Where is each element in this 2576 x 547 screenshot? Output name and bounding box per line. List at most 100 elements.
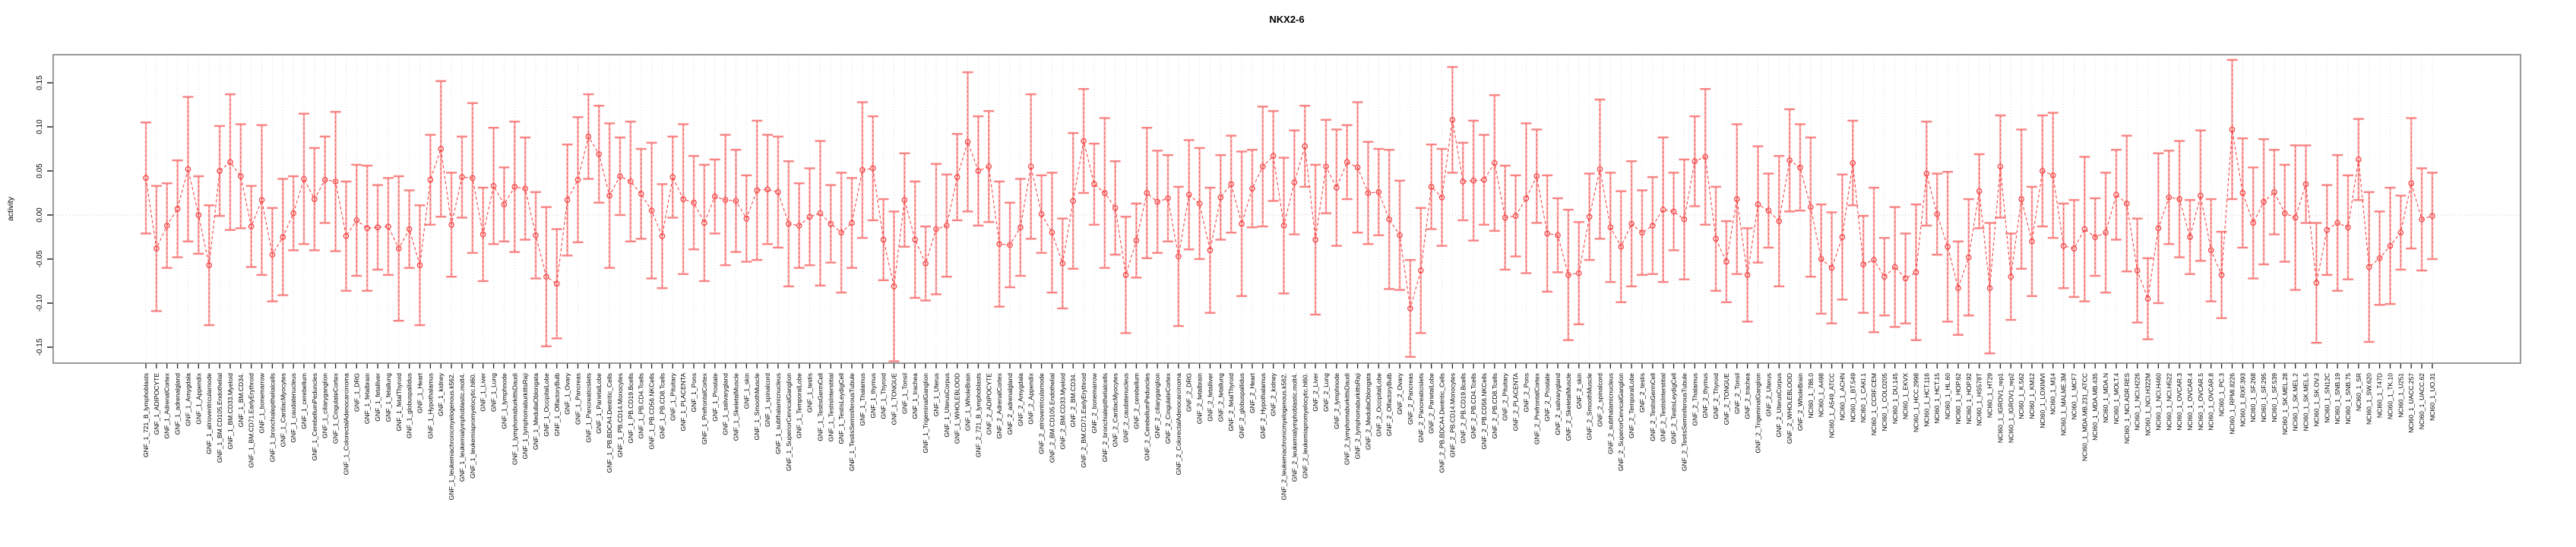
x-tick-label: GNF_1_testis	[806, 373, 814, 413]
x-tick-label: GNF_1_Amygdala	[184, 373, 191, 426]
data-point	[280, 234, 286, 240]
x-tick-label: NCI60_1_HT29	[1986, 373, 1994, 418]
data-point	[1081, 138, 1087, 144]
x-tick-label: NCI60_1_786.0	[1807, 373, 1815, 419]
data-point	[1291, 179, 1298, 185]
x-tick-label: GNF_2_Thalamus	[1691, 373, 1698, 425]
x-tick-label: NCI60_1_NCI.H226	[2134, 373, 2141, 431]
data-point	[2123, 201, 2130, 207]
x-tick-label: GNF_2_PB.CD8.Tcells	[1491, 373, 1498, 438]
data-point	[1007, 242, 1013, 248]
data-point	[248, 223, 255, 229]
x-tick-label: GNF_2_salivarygland	[1554, 373, 1562, 435]
data-point	[258, 197, 265, 204]
x-tick-label: GNF_1_Pancreas	[574, 373, 582, 425]
data-point	[459, 174, 465, 180]
data-point	[1597, 166, 1603, 172]
data-point	[691, 199, 697, 206]
x-tick-label: GNF_1_fetalliver	[374, 373, 381, 422]
data-point	[174, 206, 181, 212]
data-point	[438, 146, 445, 152]
data-point	[1828, 264, 1835, 271]
data-point	[1239, 220, 1245, 227]
data-point	[290, 210, 296, 217]
data-point	[828, 220, 834, 227]
data-point	[806, 213, 813, 220]
data-point	[1365, 190, 1372, 196]
x-tick-label: GNF_1_Thalamus	[859, 373, 866, 425]
x-tick-label: GNF_2_ciliaryganglion	[1154, 373, 1161, 438]
x-tick-label: GNF_2_Hypothalamus	[1259, 373, 1267, 438]
x-tick-label: GNF_1_Uterus	[932, 373, 940, 416]
x-tick-label: GNF_2_thymus	[1701, 373, 1709, 419]
data-point	[1955, 285, 1961, 292]
x-tick-label: GNF_2_PB.CD4.Tcells	[1470, 373, 1477, 438]
x-tick-label: GNF_1_lymphnode	[500, 373, 508, 429]
data-point	[648, 207, 655, 214]
x-tick-label: GNF_1_fetalbrain	[363, 373, 371, 424]
x-tick-label: GNF_2_ADIPOCYTE	[985, 373, 992, 435]
x-tick-label: GNF_1_lymphomaburkittsDaudi	[511, 373, 518, 465]
x-tick-label: NCI60_1_HOP.92	[1965, 373, 1973, 425]
data-point	[564, 197, 571, 204]
data-point	[1375, 188, 1382, 195]
x-tick-label: GNF_1_TestisSeminiferousTubule	[848, 373, 856, 471]
data-point	[269, 251, 276, 258]
data-point	[1639, 229, 1645, 236]
chart-title: NKX2-6	[1269, 14, 1304, 25]
x-tick-label: GNF_1_lymphomaburkittsRaji	[521, 373, 529, 459]
data-point	[1470, 177, 1476, 184]
x-tick-label: GNF_2_atrioventricularnode	[1038, 373, 1046, 454]
data-point	[1280, 223, 1287, 229]
data-point	[574, 176, 581, 183]
data-point	[2092, 234, 2099, 240]
x-tick-label: GNF_1_Prostate	[711, 373, 719, 422]
data-point	[1428, 184, 1435, 190]
data-point	[838, 229, 845, 236]
data-point	[1871, 257, 1877, 264]
x-tick-label: NCI60_1_HCT.116	[1923, 373, 1930, 427]
data-point	[301, 175, 307, 182]
plot-border	[52, 54, 2521, 364]
x-tick-label: NCI60_1_UACC.62	[2418, 373, 2426, 429]
x-tick-label: GNF_2_PB.CD56.NKCells	[1480, 373, 1488, 450]
data-point	[1133, 237, 1140, 244]
data-point	[1417, 267, 1424, 274]
data-point	[1165, 195, 1171, 201]
x-tick-label: GNF_2_BM.CD34.	[1069, 373, 1077, 427]
x-tick-label: GNF_2_Lung	[1322, 373, 1330, 412]
data-point	[2261, 198, 2267, 205]
x-tick-label: NCI60_1_A549_ATCC	[1828, 373, 1836, 438]
data-point	[153, 245, 160, 251]
x-tick-label: GNF_2_PB.BDCA4.Dentritic_Cells	[1438, 373, 1446, 473]
data-point	[986, 163, 992, 170]
x-tick-label: NCI60_1_M14	[2049, 373, 2057, 415]
y-tick-label: -0.15	[36, 338, 44, 356]
x-tick-label: GNF_1_721_B_lymphoblasts	[142, 373, 150, 457]
data-point	[1660, 207, 1666, 213]
x-tick-label: GNF_2_Ovary	[1396, 372, 1404, 415]
x-tick-label: GNF_1_skin	[742, 373, 750, 409]
x-tick-label: NCI60_1_COLO205	[1881, 373, 1888, 432]
x-tick-label: GNF_2_fetalliver	[1206, 373, 1214, 422]
data-point	[669, 174, 676, 180]
x-tick-label: GNF_1_PB.CD56.NKCells	[648, 373, 656, 450]
data-point	[427, 176, 434, 183]
x-tick-label: NCI60_1_NCI.H522	[2165, 373, 2173, 431]
data-point	[1691, 158, 1698, 165]
x-tick-label: GNF_2_BM.CD105.Endothelial	[1048, 373, 1055, 463]
data-point	[1112, 204, 1119, 211]
x-tick-label: GNF_1_bonemarrow	[258, 372, 266, 433]
data-point	[2271, 188, 2277, 195]
data-point	[596, 151, 603, 157]
x-tick-label: GNF_1_BM.CD33.Myeloid	[226, 373, 234, 450]
x-tick-label: GNF_2_Liver	[1312, 373, 1319, 412]
data-point	[1122, 272, 1129, 278]
data-point	[2281, 210, 2288, 217]
x-tick-label: NCI60_1_OVCAR.4	[2186, 373, 2194, 431]
x-tick-label: NCI60_1_NCI.H322M	[2144, 373, 2152, 436]
data-point	[343, 232, 350, 239]
data-point	[627, 179, 634, 185]
